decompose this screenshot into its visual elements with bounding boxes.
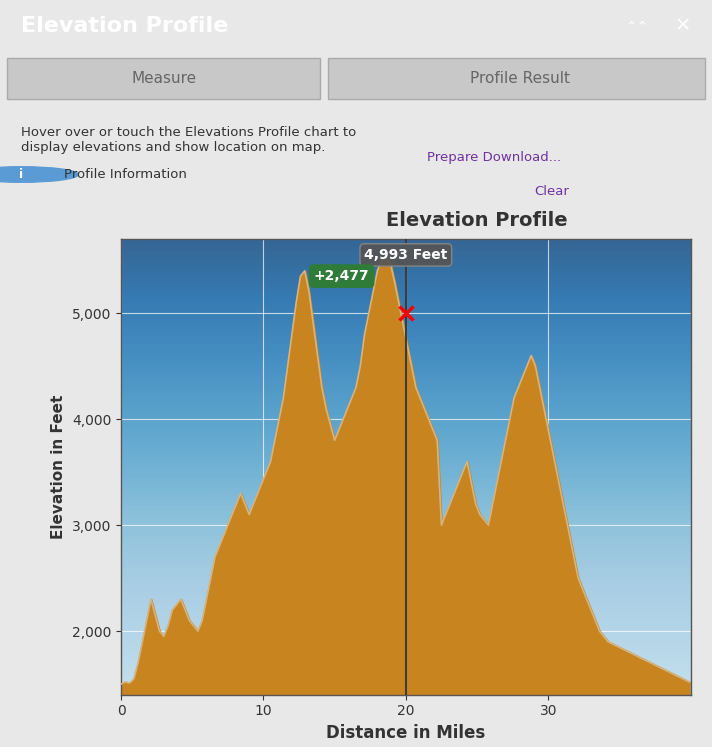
- Text: i: i: [19, 168, 23, 181]
- Y-axis label: Elevation in Feet: Elevation in Feet: [51, 394, 66, 539]
- Text: Elevation Profile: Elevation Profile: [21, 16, 229, 36]
- FancyBboxPatch shape: [7, 58, 320, 99]
- Text: Elevation Profile: Elevation Profile: [386, 211, 568, 230]
- Text: Prepare Download...: Prepare Download...: [427, 152, 561, 164]
- Text: Profile Information: Profile Information: [64, 168, 187, 181]
- Text: Profile Result: Profile Result: [470, 71, 570, 86]
- Circle shape: [0, 167, 78, 182]
- Text: ⌃⌃: ⌃⌃: [624, 19, 648, 33]
- Text: Clear: Clear: [534, 185, 569, 199]
- X-axis label: Distance in Miles: Distance in Miles: [326, 724, 486, 742]
- FancyBboxPatch shape: [328, 58, 705, 99]
- Text: +2,477: +2,477: [314, 269, 370, 283]
- Text: ✕: ✕: [674, 16, 691, 36]
- Text: 4,993 Feet: 4,993 Feet: [364, 248, 448, 262]
- Text: Measure: Measure: [131, 71, 197, 86]
- Text: Hover over or touch the Elevations Profile chart to
display elevations and show : Hover over or touch the Elevations Profi…: [21, 126, 357, 154]
